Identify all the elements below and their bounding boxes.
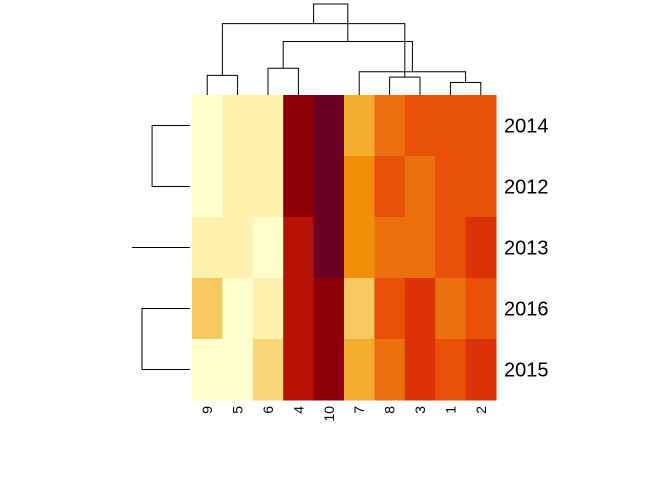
column-labels: 9 5 6 4 10 7 8 3 1 2 — [199, 406, 489, 422]
row-dendrogram-branch-4 — [141, 308, 190, 370]
heatmap-cell-2014-7 — [344, 95, 375, 157]
heatmap-cell-2013-6 — [252, 217, 284, 279]
row-label-2012: 2012 — [504, 177, 549, 199]
row-dendrogram-branch-2 — [151, 125, 190, 187]
heatmap-cell-2012-4 — [283, 156, 315, 218]
heatmap-cell-2016-9 — [192, 278, 223, 340]
heatmap-cell-2013-2 — [465, 217, 497, 279]
heatmap-cell-2012-10 — [313, 156, 345, 218]
column-label-4: 4 — [290, 406, 306, 414]
heatmap-cell-2013-5 — [222, 217, 254, 279]
heatmap-cell-2013-10 — [313, 217, 345, 279]
heatmap-cell-2014-6 — [252, 95, 284, 157]
heatmap-cell-2015-2 — [465, 339, 497, 401]
heatmap-cell-2016-1 — [435, 278, 467, 340]
heatmap-cell-2013-7 — [344, 217, 375, 279]
column-dendrogram-branch-6 — [206, 74, 239, 95]
heatmap-cells — [192, 95, 497, 401]
heatmap-cell-2014-2 — [465, 95, 497, 157]
heatmap-cell-2016-4 — [283, 278, 315, 340]
heatmap-cell-2015-1 — [435, 339, 467, 401]
heatmap-cell-2013-8 — [374, 217, 406, 279]
column-label-1: 1 — [442, 406, 458, 414]
column-dendrogram-branch-8 — [282, 40, 413, 72]
column-label-2: 2 — [473, 406, 489, 414]
heatmap-cell-2012-6 — [252, 156, 284, 218]
heatmap-cell-2013-3 — [404, 217, 436, 279]
heatmap-cell-2014-1 — [435, 95, 467, 157]
heatmap-cell-2014-4 — [283, 95, 315, 157]
row-label-2016: 2016 — [504, 299, 549, 321]
column-dendrogram-branch-3 — [389, 76, 421, 95]
column-label-6: 6 — [260, 406, 276, 414]
heatmap-cell-2014-3 — [404, 95, 436, 157]
row-dendrogram — [132, 126, 190, 370]
column-dendrogram-branch-5 — [358, 71, 467, 95]
heatmap-cell-2012-8 — [374, 156, 406, 218]
heatmap-cell-2014-5 — [222, 95, 254, 157]
column-dendrogram-branch-4 — [449, 82, 482, 95]
column-dendrogram-branch-2 — [267, 67, 299, 95]
column-dendrogram — [206, 3, 482, 95]
heatmap-cell-2015-6 — [252, 339, 284, 401]
heatmap-cell-2012-9 — [192, 156, 223, 218]
column-dendrogram-branch-7 — [221, 23, 406, 78]
heatmap-cell-2015-8 — [374, 339, 406, 401]
row-labels: 2014 2012 2013 2016 2015 — [504, 116, 549, 382]
heatmap-cell-2016-3 — [404, 278, 436, 340]
row-label-2015: 2015 — [504, 360, 549, 382]
heatmap-cell-2016-6 — [252, 278, 284, 340]
column-label-8: 8 — [382, 406, 398, 414]
heatmap-cell-2016-10 — [313, 278, 345, 340]
heatmap-cell-2014-9 — [192, 95, 223, 157]
heatmap-cell-2015-10 — [313, 339, 345, 401]
heatmap-cell-2016-8 — [374, 278, 406, 340]
heatmap-cell-2014-8 — [374, 95, 406, 157]
heatmap-cell-2013-9 — [192, 217, 223, 279]
column-label-9: 9 — [199, 406, 215, 414]
column-dendrogram-branch-9 — [313, 3, 349, 42]
heatmap-cell-2015-7 — [344, 339, 375, 401]
heatmap-cell-2013-1 — [435, 217, 467, 279]
row-label-2014: 2014 — [504, 116, 549, 138]
heatmap-cell-2012-1 — [435, 156, 467, 218]
heatmap-cell-2014-10 — [313, 95, 345, 157]
column-label-3: 3 — [412, 406, 428, 414]
heatmap-cell-2015-4 — [283, 339, 315, 401]
heatmap-cell-2012-3 — [404, 156, 436, 218]
heatmap-cell-2012-7 — [344, 156, 375, 218]
column-label-7: 7 — [351, 406, 367, 414]
heatmap-cell-2012-5 — [222, 156, 254, 218]
row-label-2013: 2013 — [504, 238, 549, 260]
heatmap-cell-2015-3 — [404, 339, 436, 401]
heatmap-cell-2012-2 — [465, 156, 497, 218]
heatmap-cell-2015-5 — [222, 339, 254, 401]
heatmap-cell-2013-4 — [283, 217, 315, 279]
heatmap-cell-2015-9 — [192, 339, 223, 401]
column-label-5: 5 — [230, 406, 246, 414]
column-label-10: 10 — [321, 406, 337, 422]
heatmap-cell-2016-5 — [222, 278, 254, 340]
heatmap-cell-2016-7 — [344, 278, 375, 340]
heatmap-cell-2016-2 — [465, 278, 497, 340]
